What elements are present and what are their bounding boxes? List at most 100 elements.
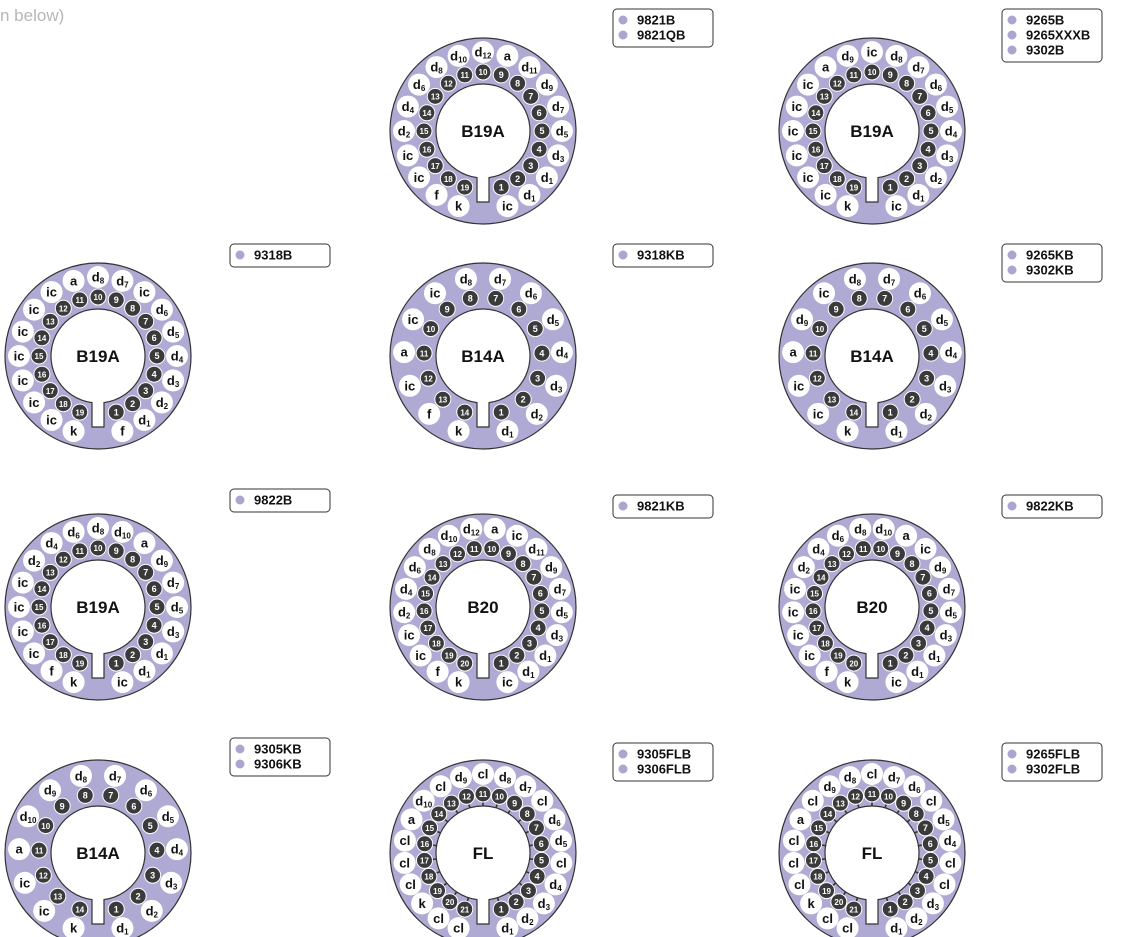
pin-number: 8	[83, 791, 88, 801]
pin-dot	[828, 170, 846, 188]
pin-connection-label: ic	[408, 312, 419, 327]
pin-connection-label: k	[844, 199, 852, 214]
pin-label-bubble	[506, 524, 529, 547]
pin-label-bubble	[87, 266, 109, 288]
pin-connection-label: d10	[875, 521, 892, 537]
pin-label-bubble	[907, 183, 930, 206]
pin-connection-label: d1	[138, 412, 151, 428]
pin-connection-label: d3	[550, 378, 563, 394]
pin-connection-label: d4	[171, 842, 184, 858]
pin-label-bubble	[17, 805, 40, 828]
pin-label-bubble	[517, 660, 540, 683]
pin-label-bubble	[393, 601, 416, 624]
pin-number: 1	[499, 182, 504, 192]
pin-label-bubble	[815, 660, 838, 683]
pin-dot	[426, 87, 444, 105]
center-hole-with-key	[50, 559, 146, 679]
base-name-label: B19A	[76, 347, 119, 366]
legend-dot	[618, 15, 628, 25]
pin-label-bubble	[547, 144, 570, 167]
pin-number: 2	[515, 174, 520, 184]
pin-number: 10	[479, 68, 488, 77]
pin-number: 5	[539, 606, 544, 616]
pin-dot	[148, 598, 166, 616]
pin-connection-label: ic	[788, 124, 799, 139]
pin-connection-label: d1	[890, 921, 903, 937]
pin-label-bubble	[472, 763, 494, 785]
pin-label-bubble	[447, 44, 470, 67]
tube-type-label: 9265XXXB	[1026, 28, 1090, 43]
center-hole-with-key	[824, 805, 920, 925]
pin-dot	[145, 580, 163, 598]
pin-dot	[895, 794, 913, 812]
pin-connection-label: ic	[502, 675, 513, 690]
pin-number: 2	[130, 650, 135, 660]
pin-connection-label: cl	[939, 877, 950, 892]
pin-connection-label: ic	[414, 170, 425, 185]
pin-number: 6	[537, 108, 542, 118]
pin-connection-label: d9	[44, 783, 57, 799]
pin-label-bubble	[939, 829, 962, 852]
pin-number: 14	[811, 109, 820, 118]
pin-label-bubble	[424, 282, 447, 305]
pin-dot	[89, 288, 107, 306]
pin-label-bubble	[836, 195, 859, 218]
base-name-label: FL	[862, 844, 883, 863]
pin-dot	[903, 390, 921, 408]
pin-dot	[903, 555, 921, 573]
pin-connection-label: d1	[501, 424, 514, 440]
pin-label-bubble	[782, 851, 805, 874]
pin-label-bubble	[402, 308, 425, 331]
pin-number: 13	[431, 93, 440, 102]
pin-number: 18	[59, 651, 68, 660]
pin-number: 4	[152, 369, 157, 379]
pin-connection-label: cl	[945, 855, 956, 870]
pin-label-bubble	[447, 420, 470, 443]
pin-dot	[815, 157, 833, 175]
pin-number: 9	[512, 798, 517, 808]
pin-label-bubble	[400, 808, 423, 831]
pin-label-bubble	[914, 537, 937, 560]
pin-connection-label: d6	[67, 524, 80, 540]
pin-number: 10	[487, 545, 496, 554]
pin-label-bubble	[408, 166, 431, 189]
pin-dot	[456, 66, 474, 84]
pin-connection-label: d4	[400, 581, 413, 597]
pin-label-bubble	[818, 775, 841, 798]
pin-dot	[71, 542, 89, 560]
pin-dot	[492, 178, 510, 196]
pin-dot	[806, 584, 824, 602]
pin-number: 19	[834, 651, 843, 660]
pin-number: 4	[925, 623, 930, 633]
pin-connection-label: ic	[803, 77, 814, 92]
pin-connection-label: ic	[415, 648, 426, 663]
pin-dot	[129, 887, 147, 905]
pin-label-bubble	[23, 549, 46, 572]
pin-dot	[456, 403, 474, 421]
pin-label-bubble	[133, 281, 156, 304]
tube-type-label: 9822KB	[1026, 499, 1074, 514]
pin-connection-label: ic	[14, 600, 25, 615]
pin-dot	[816, 634, 834, 652]
pin-label-bubble	[836, 917, 859, 937]
pin-number: 5	[154, 351, 159, 361]
pin-label-bubble	[872, 517, 895, 540]
pin-dot	[804, 122, 822, 140]
pin-connection-label: d10	[415, 793, 432, 809]
pin-label-bubble	[11, 571, 34, 594]
tube-type-label: 9821B	[637, 13, 675, 28]
pin-connection-label: ic	[29, 646, 40, 661]
pin-connection-label: ic	[867, 45, 878, 60]
pin-number: 19	[849, 183, 858, 192]
pin-number: 19	[75, 659, 84, 668]
pin-dot	[910, 634, 928, 652]
tube-type-label: 9306FLB	[637, 762, 691, 777]
pin-connection-label: cl	[842, 921, 853, 936]
pin-connection-label: ic	[788, 605, 799, 620]
pin-label-bubble	[924, 73, 947, 96]
pin-number: 14	[37, 585, 46, 594]
pin-label-bubble	[104, 764, 127, 787]
pin-label-bubble	[418, 402, 441, 425]
pin-connection-label: d8	[92, 521, 105, 537]
pin-label-bubble	[798, 644, 821, 667]
